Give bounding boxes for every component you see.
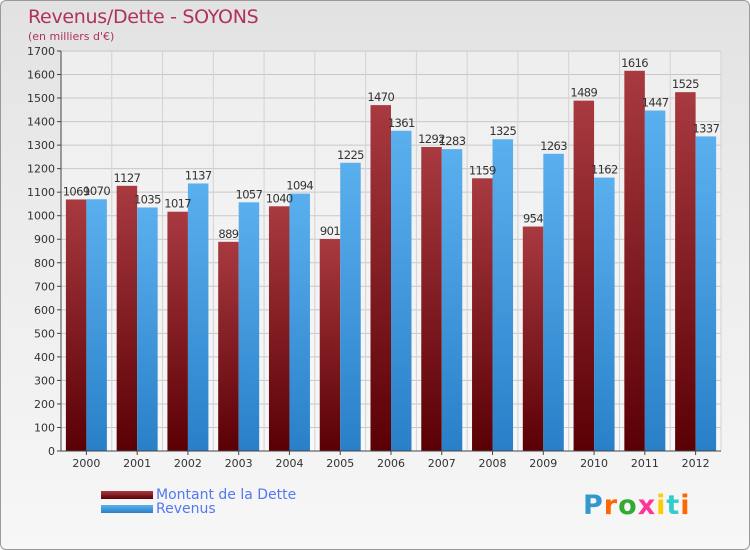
x-tick-label: 2003 xyxy=(225,457,253,470)
x-tick-label: 2012 xyxy=(682,457,710,470)
debt-value-label: 889 xyxy=(218,227,238,241)
debt-value-label: 1489 xyxy=(570,86,597,100)
revenue-bar xyxy=(594,177,615,451)
revenue-value-label: 1035 xyxy=(134,192,161,206)
logo-letter: i xyxy=(656,490,667,521)
debt-bar xyxy=(218,241,239,451)
y-tick-label: 1000 xyxy=(27,210,55,223)
logo-letter: i xyxy=(680,490,691,521)
x-tick-label: 2006 xyxy=(377,457,405,470)
debt-value-label: 1127 xyxy=(113,171,140,185)
revenue-bar xyxy=(340,162,361,451)
x-tick-label: 2002 xyxy=(174,457,202,470)
revenue-bar xyxy=(644,110,666,451)
revenue-value-label: 1225 xyxy=(337,148,364,162)
revenue-value-label: 1447 xyxy=(642,96,669,110)
y-tick-label: 100 xyxy=(34,421,55,434)
logo-letter: x xyxy=(637,490,657,521)
y-tick-label: 500 xyxy=(34,327,55,340)
legend-label-revenue: Revenus xyxy=(156,501,216,517)
debt-bar xyxy=(319,239,341,451)
x-tick-label: 2004 xyxy=(275,457,303,470)
revenue-value-label: 1094 xyxy=(286,179,313,193)
logo-letter: r xyxy=(603,490,619,521)
revenue-value-label: 1162 xyxy=(591,163,618,177)
revenue-bar xyxy=(695,136,717,452)
y-tick-label: 400 xyxy=(34,351,55,364)
revenue-bar xyxy=(289,193,310,451)
revenue-bar xyxy=(238,202,260,451)
revenue-bar xyxy=(86,199,107,451)
revenue-bar xyxy=(187,183,209,451)
revenue-value-label: 1325 xyxy=(489,124,516,138)
x-tick-label: 2005 xyxy=(326,457,354,470)
y-tick-label: 1100 xyxy=(27,186,55,199)
y-tick-label: 1600 xyxy=(27,69,55,82)
y-tick-label: 300 xyxy=(34,374,55,387)
revenue-bar xyxy=(137,207,158,451)
revenue-bar xyxy=(441,149,463,451)
revenue-value-label: 1337 xyxy=(692,121,719,135)
debt-value-label: 1159 xyxy=(469,163,496,177)
revenue-value-label: 1070 xyxy=(83,184,110,198)
legend-swatch-debt xyxy=(101,491,153,499)
chart-subtitle: (en milliers d'€) xyxy=(28,30,115,43)
logo-letter: o xyxy=(618,490,638,521)
x-tick-label: 2000 xyxy=(72,457,100,470)
y-tick-label: 0 xyxy=(48,445,55,458)
y-tick-label: 800 xyxy=(34,257,55,270)
revenue-bar xyxy=(391,130,412,451)
x-tick-label: 2007 xyxy=(428,457,456,470)
proxiti-logo: Proxiti xyxy=(583,490,691,521)
debt-bar xyxy=(268,206,290,451)
y-tick-label: 700 xyxy=(34,280,55,293)
revenue-bar xyxy=(543,153,564,451)
y-tick-label: 200 xyxy=(34,398,55,411)
legend-label-debt: Montant de la Dette xyxy=(156,487,297,503)
debt-value-label: 1069 xyxy=(63,184,90,198)
debt-value-label: 954 xyxy=(523,212,543,226)
revenue-value-label: 1057 xyxy=(236,187,263,201)
revenue-value-label: 1283 xyxy=(439,134,466,148)
y-tick-label: 1300 xyxy=(27,139,55,152)
debt-bar xyxy=(421,147,442,451)
y-tick-label: 1200 xyxy=(27,163,55,176)
logo-letter: P xyxy=(583,490,604,521)
debt-bar xyxy=(624,70,645,451)
y-tick-label: 1500 xyxy=(27,92,55,105)
chart-title: Revenus/Dette - SOYONS xyxy=(28,6,259,28)
x-tick-label: 2008 xyxy=(479,457,507,470)
debt-value-label: 1616 xyxy=(621,56,648,70)
revenue-value-label: 1361 xyxy=(388,116,415,130)
x-tick-label: 2001 xyxy=(123,457,151,470)
debt-bar xyxy=(370,105,391,451)
x-tick-label: 2009 xyxy=(529,457,557,470)
debt-value-label: 1292 xyxy=(418,132,445,146)
y-tick-label: 1400 xyxy=(27,116,55,129)
debt-bar xyxy=(116,185,138,451)
debt-bar xyxy=(167,211,188,451)
y-tick-label: 1700 xyxy=(27,45,55,58)
legend-swatch-revenue xyxy=(101,505,153,513)
y-tick-label: 900 xyxy=(34,233,55,246)
debt-bar xyxy=(675,92,696,452)
debt-bar xyxy=(65,199,87,451)
debt-bar xyxy=(472,178,493,451)
debt-value-label: 1470 xyxy=(367,90,394,104)
debt-bar xyxy=(522,226,544,451)
debt-value-label: 1040 xyxy=(266,191,293,205)
logo-letter: t xyxy=(666,490,681,521)
revenue-bar xyxy=(492,139,514,451)
debt-value-label: 1525 xyxy=(672,77,699,91)
debt-value-label: 901 xyxy=(320,224,340,238)
x-tick-label: 2011 xyxy=(631,457,659,470)
debt-bar xyxy=(573,100,595,451)
revenue-value-label: 1137 xyxy=(185,168,212,182)
revenue-value-label: 1263 xyxy=(540,139,567,153)
y-tick-label: 600 xyxy=(34,304,55,317)
debt-value-label: 1017 xyxy=(164,197,191,211)
x-tick-label: 2010 xyxy=(580,457,608,470)
